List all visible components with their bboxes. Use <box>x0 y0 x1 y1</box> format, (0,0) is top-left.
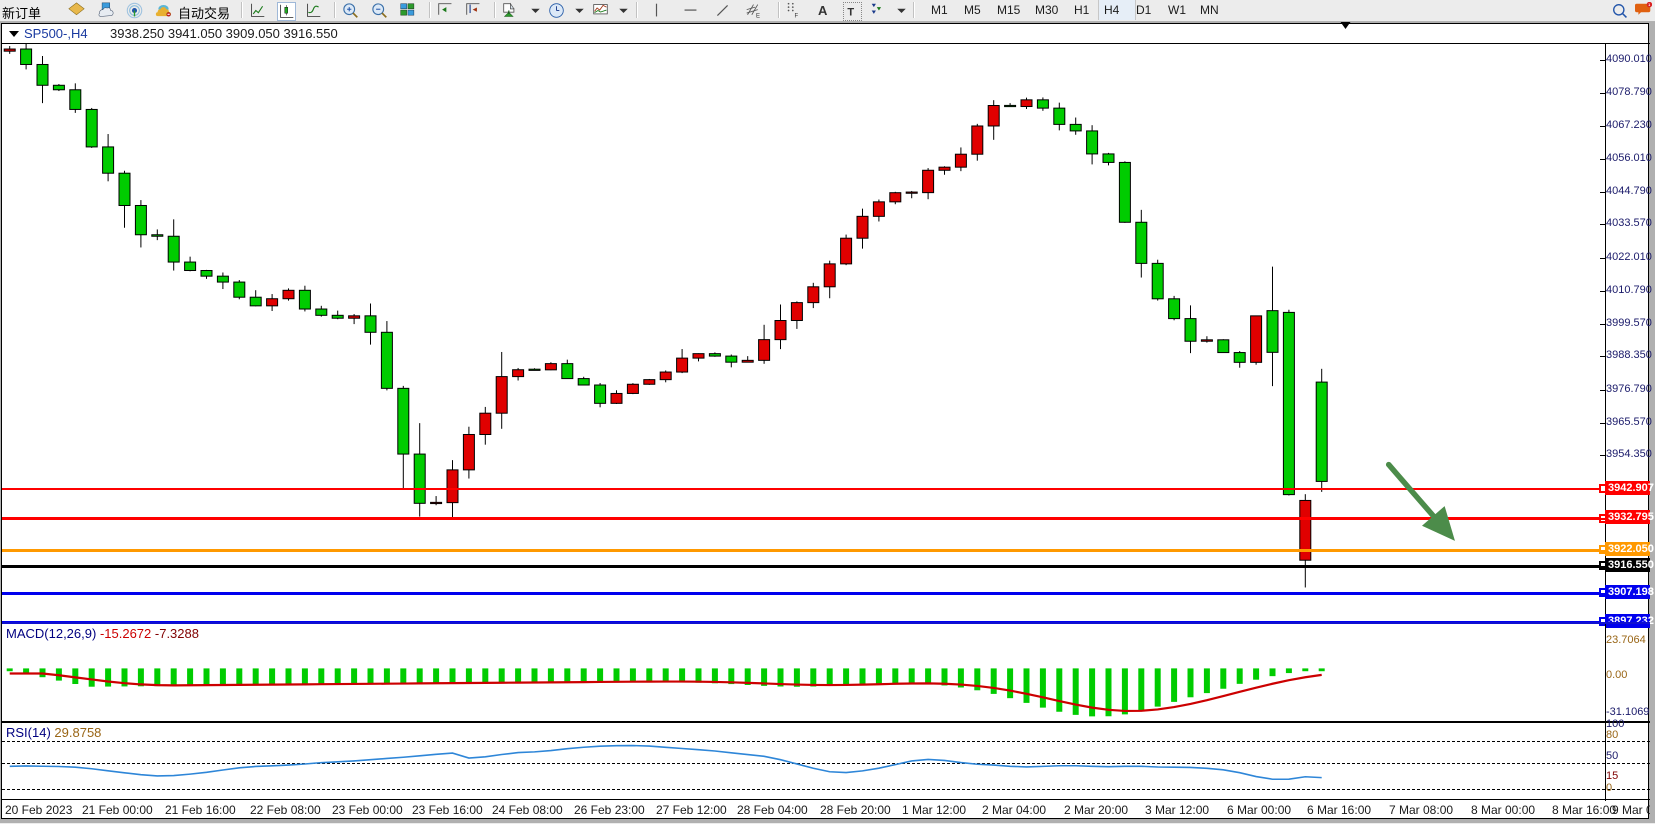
svg-text:F: F <box>795 13 799 19</box>
svg-text:T: T <box>847 7 854 19</box>
svg-text:E: E <box>756 13 760 19</box>
